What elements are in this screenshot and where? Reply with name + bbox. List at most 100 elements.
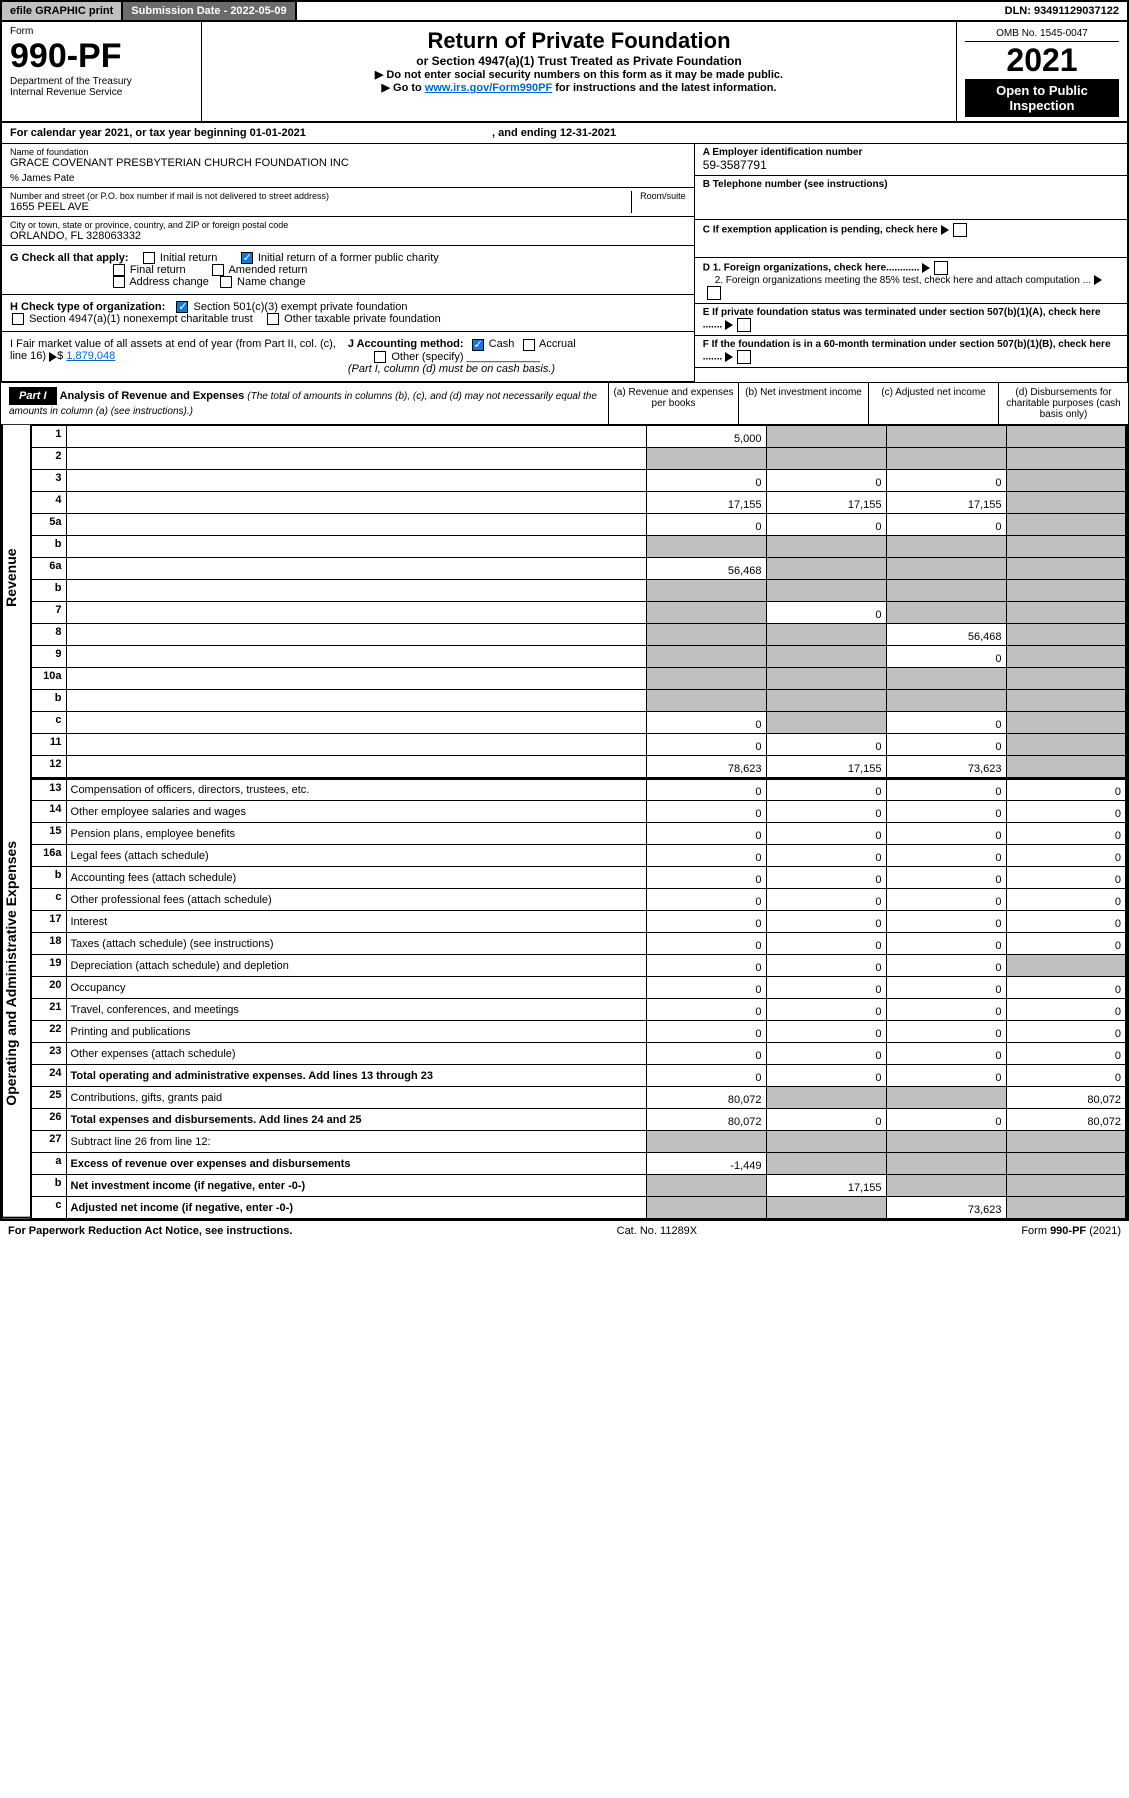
submission-date: Submission Date - 2022-05-09 (123, 2, 296, 20)
room-label: Room/suite (640, 191, 686, 201)
col-b-head: (b) Net investment income (738, 383, 868, 424)
form-label: Form (10, 26, 193, 37)
fmv-value[interactable]: 1,879,048 (66, 350, 115, 362)
top-bar: efile GRAPHIC print Submission Date - 20… (0, 0, 1129, 22)
care-of: % James Pate (10, 173, 686, 184)
dln-label: DLN: 93491129037122 (297, 2, 1127, 20)
expenses-table: 13Compensation of officers, directors, t… (30, 778, 1127, 1220)
table-row: cOther professional fees (attach schedul… (31, 889, 1126, 911)
chk-d2[interactable] (707, 286, 721, 300)
chk-501c3[interactable] (176, 301, 188, 313)
table-row: 25Contributions, gifts, grants paid80,07… (31, 1087, 1126, 1109)
irs-label: Internal Revenue Service (10, 87, 193, 98)
table-row: b (31, 579, 1126, 601)
table-row: 90 (31, 645, 1126, 667)
g-check-row: G Check all that apply: Initial return I… (2, 246, 694, 295)
table-row: 856,468 (31, 623, 1126, 645)
chk-other-method[interactable] (374, 351, 386, 363)
table-row: 14Other employee salaries and wages0000 (31, 801, 1126, 823)
table-row: 15Pension plans, employee benefits0000 (31, 823, 1126, 845)
chk-initial-former[interactable] (241, 252, 253, 264)
table-row: 11000 (31, 733, 1126, 755)
col-c-head: (c) Adjusted net income (868, 383, 998, 424)
chk-address[interactable] (113, 276, 125, 288)
table-row: 23Other expenses (attach schedule)0000 (31, 1043, 1126, 1065)
part1-header: Part I Analysis of Revenue and Expenses … (0, 382, 1129, 425)
ein-label: A Employer identification number (703, 147, 863, 158)
table-row: 1278,62317,15573,623 (31, 755, 1126, 777)
revenue-side-label: Revenue (2, 425, 30, 730)
chk-cash[interactable] (472, 339, 484, 351)
chk-e[interactable] (737, 318, 751, 332)
d2-label: 2. Foreign organizations meeting the 85%… (703, 275, 1091, 286)
chk-f[interactable] (737, 350, 751, 364)
f-label: F If the foundation is in a 60-month ter… (703, 339, 1111, 363)
table-row: 27Subtract line 26 from line 12: (31, 1131, 1126, 1153)
col-d-head: (d) Disbursements for charitable purpose… (998, 383, 1128, 424)
expenses-side-label: Operating and Administrative Expenses (2, 729, 30, 1219)
main-table-wrap: Revenue Operating and Administrative Exp… (0, 425, 1129, 1222)
table-row: 24Total operating and administrative exp… (31, 1065, 1126, 1087)
table-row: 19Depreciation (attach schedule) and dep… (31, 955, 1126, 977)
phone-label: B Telephone number (see instructions) (703, 179, 888, 190)
chk-name[interactable] (220, 276, 232, 288)
street-address: 1655 PEEL AVE (10, 201, 631, 213)
addr-label: Number and street (or P.O. box number if… (10, 191, 631, 201)
form-title: Return of Private Foundation (208, 28, 950, 54)
table-row: c00 (31, 711, 1126, 733)
table-row: 22Printing and publications0000 (31, 1021, 1126, 1043)
revenue-table: 15,00023000417,15517,15517,1555a000b6a56… (30, 425, 1127, 778)
table-row: aExcess of revenue over expenses and dis… (31, 1153, 1126, 1175)
table-row: bNet investment income (if negative, ent… (31, 1175, 1126, 1197)
chk-other-tax[interactable] (267, 313, 279, 325)
chk-4947[interactable] (12, 313, 24, 325)
e-label: E If private foundation status was termi… (703, 307, 1101, 331)
table-row: b (31, 535, 1126, 557)
d1-label: D 1. Foreign organizations, check here..… (703, 263, 920, 274)
chk-accrual[interactable] (523, 339, 535, 351)
footer-left: For Paperwork Reduction Act Notice, see … (8, 1225, 292, 1237)
city-label: City or town, state or province, country… (10, 220, 686, 230)
form-subtitle: or Section 4947(a)(1) Trust Treated as P… (208, 54, 950, 68)
table-row: 18Taxes (attach schedule) (see instructi… (31, 933, 1126, 955)
form-link[interactable]: www.irs.gov/Form990PF (425, 82, 552, 94)
chk-final[interactable] (113, 264, 125, 276)
omb-number: OMB No. 1545-0047 (965, 26, 1119, 42)
table-row: 3000 (31, 469, 1126, 491)
table-row: 417,15517,15517,155 (31, 491, 1126, 513)
footer-mid: Cat. No. 11289X (617, 1225, 698, 1237)
table-row: 70 (31, 601, 1126, 623)
table-row: 26Total expenses and disbursements. Add … (31, 1109, 1126, 1131)
i-label: I Fair market value of all assets at end… (10, 338, 336, 362)
table-row: 10a (31, 667, 1126, 689)
c-label: C If exemption application is pending, c… (703, 225, 938, 236)
table-row: 2 (31, 447, 1126, 469)
part1-label: Part I (9, 387, 57, 405)
table-row: 16aLegal fees (attach schedule)0000 (31, 845, 1126, 867)
table-row: 6a56,468 (31, 557, 1126, 579)
note-goto: ▶ Go to www.irs.gov/Form990PF for instru… (208, 81, 950, 94)
chk-initial[interactable] (143, 252, 155, 264)
info-section: Name of foundation GRACE COVENANT PRESBY… (0, 144, 1129, 382)
table-row: 20Occupancy0000 (31, 977, 1126, 999)
page-footer: For Paperwork Reduction Act Notice, see … (0, 1221, 1129, 1241)
calendar-year-row: For calendar year 2021, or tax year begi… (0, 121, 1129, 144)
chk-amended[interactable] (212, 264, 224, 276)
part1-title: Analysis of Revenue and Expenses (60, 390, 245, 402)
open-public: Open to Public Inspection (965, 79, 1119, 117)
ein-value: 59-3587791 (703, 158, 767, 172)
form-number: 990-PF (10, 37, 193, 76)
col-a-head: (a) Revenue and expenses per books (608, 383, 738, 424)
chk-c[interactable] (953, 223, 967, 237)
name-label: Name of foundation (10, 147, 686, 157)
footer-right: Form 990-PF (2021) (1021, 1225, 1121, 1237)
dept-label: Department of the Treasury (10, 76, 193, 87)
form-header: Form 990-PF Department of the Treasury I… (0, 22, 1129, 121)
tax-year: 2021 (965, 42, 1119, 79)
city-value: ORLANDO, FL 328063332 (10, 230, 686, 242)
foundation-name: GRACE COVENANT PRESBYTERIAN CHURCH FOUND… (10, 157, 686, 169)
note-ssn: ▶ Do not enter social security numbers o… (208, 68, 950, 81)
table-row: 13Compensation of officers, directors, t… (31, 779, 1126, 801)
chk-d1[interactable] (934, 261, 948, 275)
table-row: 5a000 (31, 513, 1126, 535)
